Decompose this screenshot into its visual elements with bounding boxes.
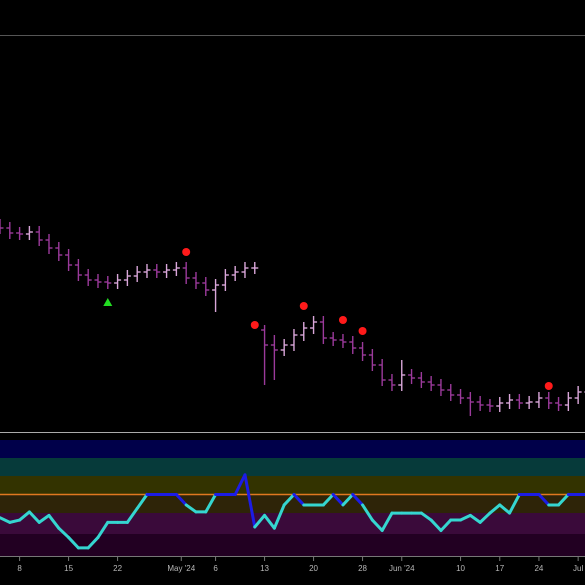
indicator-segment (419, 511, 433, 522)
indicator-segment (125, 506, 139, 524)
indicator-segment (184, 503, 198, 514)
indicator-segment (557, 493, 570, 507)
sell-marker (250, 321, 259, 329)
indicator-segment (0, 516, 12, 524)
indicator-segment (67, 535, 80, 550)
indicator-segment (439, 518, 453, 532)
zone-band (0, 513, 585, 534)
indicator-segment (135, 493, 149, 510)
indicator-segment (272, 503, 286, 530)
x-tick-label: 10 (456, 564, 465, 573)
x-tick-label: 17 (495, 564, 504, 573)
sell-marker (299, 302, 308, 310)
indicator-segment (37, 513, 51, 524)
indicator-segment (263, 513, 276, 530)
x-tick-label: 28 (358, 564, 367, 573)
indicator-segment (243, 473, 257, 529)
indicator-segment (351, 493, 365, 507)
x-tick-label: 24 (534, 564, 543, 573)
indicator-segment (488, 503, 502, 515)
zone-band (0, 458, 585, 476)
indicator-segment (429, 518, 443, 532)
indicator-segment (498, 503, 512, 515)
sell-marker (182, 248, 191, 256)
buy-marker (103, 298, 113, 306)
indicator-segment (341, 493, 355, 507)
x-tick-label: May '24 (167, 564, 195, 573)
indicator-segment (292, 493, 306, 507)
sell-marker (544, 382, 553, 390)
indicator-segment (380, 511, 394, 532)
indicator-segment (8, 518, 22, 524)
indicator-segment (508, 493, 521, 515)
indicator-segment (361, 503, 374, 522)
indicator-segment (18, 510, 31, 522)
indicator-segment (253, 513, 267, 529)
indicator-segment (174, 493, 188, 507)
indicator-segment (537, 493, 551, 507)
indicator-segment (459, 513, 472, 522)
x-tick-label: 8 (17, 564, 22, 573)
x-tick-label: 13 (260, 564, 269, 573)
indicator-segment (478, 511, 492, 524)
indicator-segment (233, 473, 247, 497)
x-tick-label: Jun '24 (389, 564, 415, 573)
indicator-segment (86, 535, 100, 550)
sell-marker (358, 327, 367, 335)
indicator-segment (47, 513, 61, 530)
indicator-segment (468, 513, 482, 524)
indicator-segment (204, 493, 218, 514)
indicator-segment (96, 520, 110, 539)
x-tick-label: 22 (113, 564, 122, 573)
indicator-segment (27, 510, 41, 524)
indicator-segment (282, 493, 296, 507)
x-tick-label: 20 (309, 564, 318, 573)
indicator-segment (331, 493, 345, 507)
zone-band (0, 476, 585, 494)
indicator-segment (370, 518, 384, 532)
indicator-segment (57, 526, 71, 539)
zone-band (0, 534, 585, 556)
x-tick-label: 6 (213, 564, 218, 573)
sell-marker (338, 316, 347, 324)
x-tick-label: 15 (64, 564, 73, 573)
zone-band (0, 494, 585, 513)
zone-band (0, 440, 585, 458)
indicator-segment (321, 493, 335, 507)
x-tick-label: Jul (573, 564, 583, 573)
